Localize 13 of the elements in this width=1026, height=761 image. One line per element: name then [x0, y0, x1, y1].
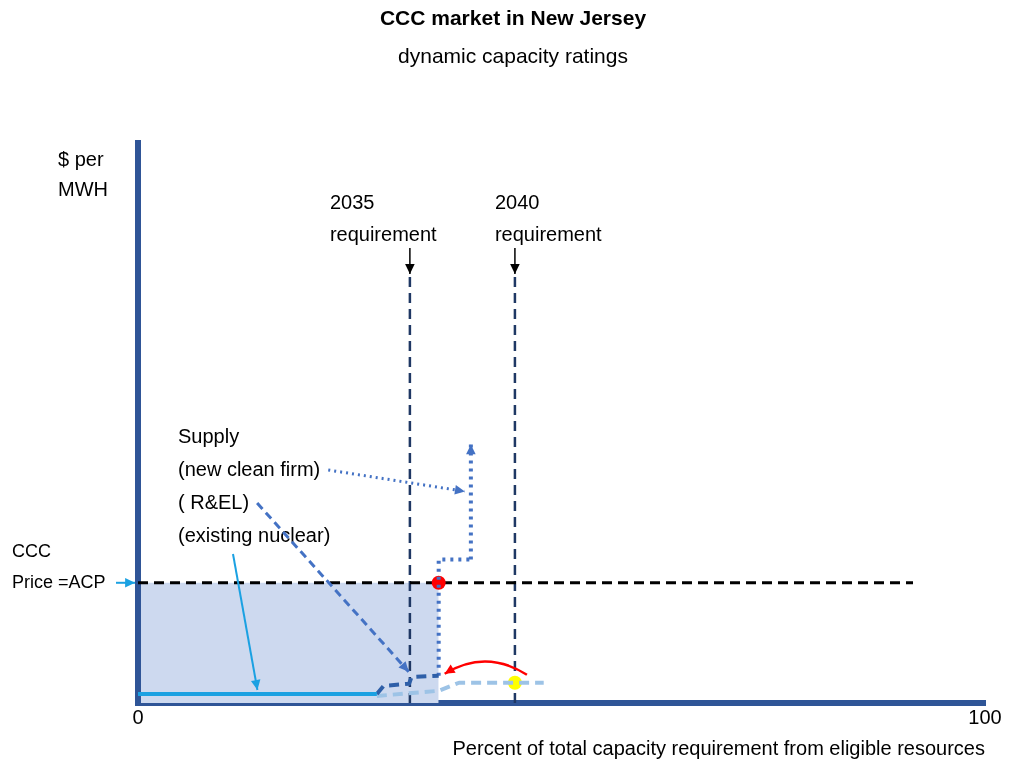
text: (existing nuclear) [178, 523, 331, 546]
chart-title: CCC market in New Jersey [378, 6, 648, 30]
text: (new clean firm) [178, 457, 321, 480]
chart-subtitle: dynamic capacity ratings [397, 44, 629, 68]
ref-line-label: 2040 requirement [494, 190, 603, 245]
ref-line-label: 2035 requirement [329, 190, 438, 245]
ref-line-label: CCC Price =ACP [12, 540, 106, 592]
x-axis-title: Percent of total capacity requirement from eligible resources [452, 736, 985, 759]
text: ( R&EL) [178, 490, 250, 513]
x-tick-label: 100 [968, 705, 1002, 728]
text: $ per MWH [58, 147, 108, 200]
x-tick-label: 0 [132, 705, 144, 728]
text: Supply [178, 424, 240, 447]
